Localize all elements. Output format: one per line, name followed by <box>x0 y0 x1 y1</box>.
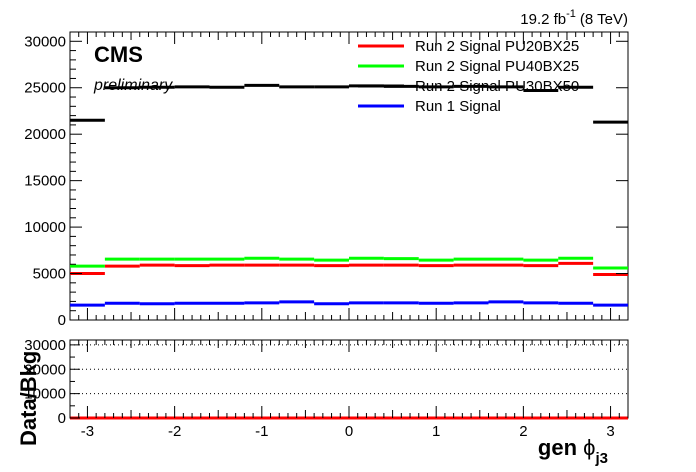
legend-label-4: Run 1 Signal <box>415 98 501 115</box>
legend-label-1: Run 2 Signal PU20BX25 <box>415 38 579 55</box>
experiment-label: CMS <box>94 42 143 67</box>
x-axis-title-greek: ϕ <box>583 435 595 460</box>
ratio-y-tick-label: 30000 <box>24 337 66 354</box>
ratio-y-axis-title: Data/Bkg <box>16 351 41 446</box>
ratio-y-tick-label: 0 <box>58 410 66 427</box>
legend: Run 2 Signal PU20BX25 Run 2 Signal PU40BX… <box>358 38 579 115</box>
ratio-x-axis: -3 -2 -1 0 1 2 3 <box>69 340 629 440</box>
legend-label-3: Run 2 Signal PU30BX50 <box>415 78 579 95</box>
x-tick-label: 1 <box>432 423 440 440</box>
x-tick-label: 2 <box>519 423 527 440</box>
ratio-y-axis: 0 10000 20000 30000 <box>24 337 80 427</box>
x-axis-title: gen ϕj3 <box>538 435 608 467</box>
y-tick-label: 15000 <box>24 173 66 190</box>
x-axis-title-main: gen <box>538 435 583 460</box>
y-tick-label: 5000 <box>33 266 66 283</box>
y-tick-label: 30000 <box>24 33 66 50</box>
luminosity-label: 19.2 fb-1 (8 TeV) <box>520 8 628 28</box>
ratio-y-tick-label: 10000 <box>24 386 66 403</box>
x-tick-label: -1 <box>255 423 268 440</box>
y-tick-label: 10000 <box>24 219 66 236</box>
x-axis-title-sub: j3 <box>594 450 608 467</box>
lumi-energy: (8 TeV) <box>580 11 628 28</box>
lumi-exponent: -1 <box>566 8 576 20</box>
y-tick-label: 20000 <box>24 126 66 143</box>
lumi-value: 19.2 fb <box>520 11 566 28</box>
main-x-axis <box>69 32 629 320</box>
main-plot-content <box>70 83 628 307</box>
x-tick-label: 0 <box>345 423 353 440</box>
series-4 <box>70 300 628 307</box>
x-tick-label: -3 <box>81 423 94 440</box>
ratio-y-tick-label: 20000 <box>24 361 66 378</box>
y-tick-label: 0 <box>58 312 66 329</box>
y-tick-label: 25000 <box>24 80 66 97</box>
series-2 <box>70 256 628 270</box>
series-1 <box>70 261 628 276</box>
legend-label-2: Run 2 Signal PU40BX25 <box>415 58 579 75</box>
x-tick-label: -2 <box>168 423 181 440</box>
x-tick-label: 3 <box>606 423 614 440</box>
main-y-axis: 0 5000 10000 15000 20000 25000 30000 <box>24 31 628 329</box>
status-label: preliminary <box>93 77 173 94</box>
main-plot-frame <box>69 31 629 321</box>
